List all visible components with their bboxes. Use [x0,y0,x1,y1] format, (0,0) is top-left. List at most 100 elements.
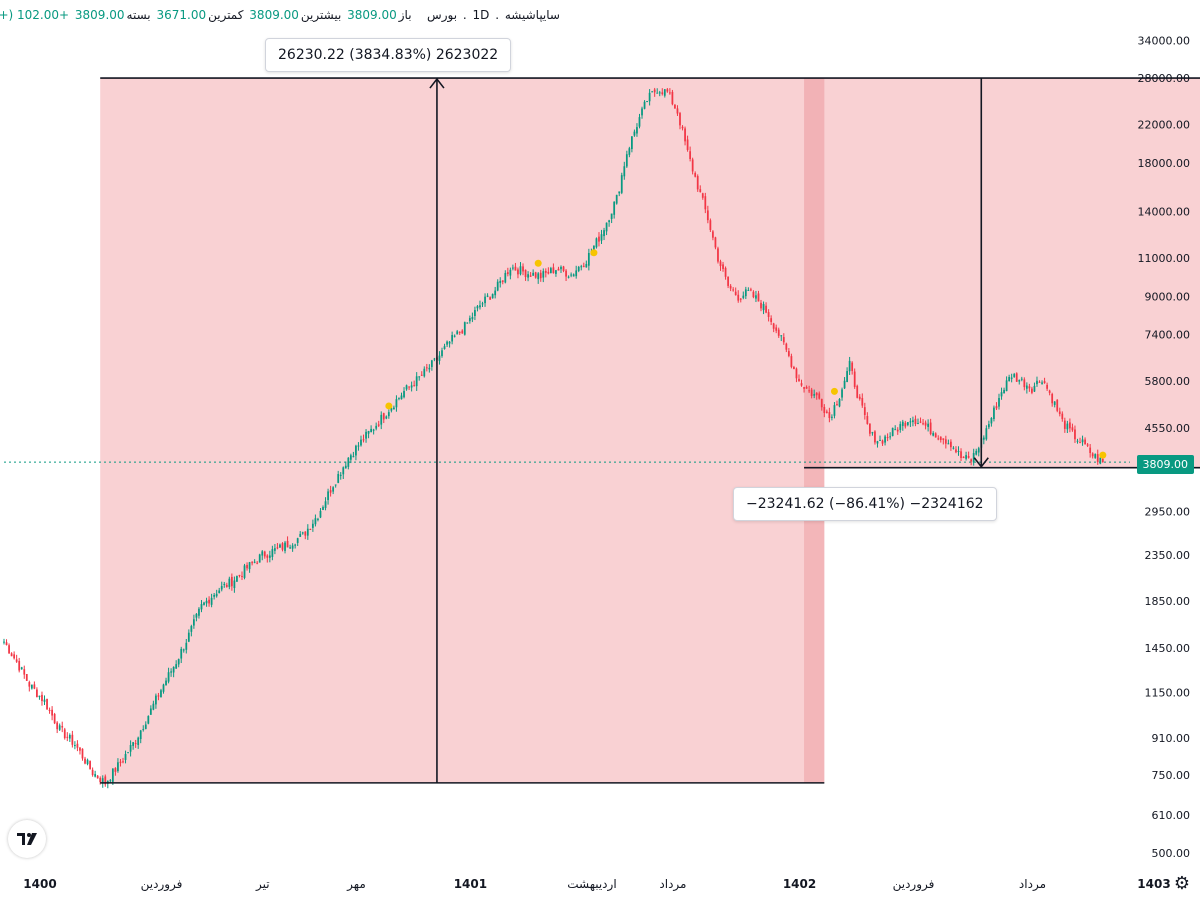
candle [580,264,583,271]
candle [615,194,618,205]
candle-body [41,694,43,702]
candle-body [190,626,193,632]
candle-body [279,544,281,548]
candle [491,293,494,299]
candle-body [198,608,200,616]
candle [430,359,433,371]
candle [676,105,679,116]
event-marker [385,402,393,410]
candle-body [322,507,324,510]
candle [215,589,218,598]
candle [861,393,864,408]
candle-body [762,304,765,311]
x-tick-label: 1400 [23,877,56,891]
candle-body [390,407,393,411]
candle-body [380,414,383,425]
candle [408,386,410,390]
candle [709,218,712,232]
y-tick-label: 2950.00 [1145,505,1191,518]
candle-body [790,356,793,367]
candle-body [256,562,259,564]
candle [372,428,375,435]
candle [757,290,760,302]
candle [942,438,945,445]
candle-body [709,220,712,230]
candle [524,269,527,281]
gear-icon[interactable]: ⚙ [1173,873,1190,894]
candle [271,545,274,561]
candle-body [479,305,481,308]
candle-body [795,368,798,379]
candle-body [582,265,585,267]
tradingview-logo-icon[interactable] [8,820,46,858]
candle-body [663,89,666,96]
candle-body [853,371,856,387]
candle-body [803,387,805,389]
candle-body [623,166,626,177]
candle [552,263,555,274]
x-tick-label: مهر [346,877,366,892]
measure-down-label: −23241.62 (−86.41%) −2324162 [733,487,997,521]
candle [86,758,89,766]
candle [542,268,545,283]
candle [509,267,512,280]
candle-body [965,455,967,459]
candle-body [337,474,340,483]
candle-body [385,416,388,419]
y-tick-label: 22000.00 [1138,118,1191,131]
candle [413,380,416,387]
x-tick-label: اردیبهشت [567,877,616,892]
candle-body [213,594,216,597]
candle-body [1076,440,1079,442]
y-tick-label: 4550.00 [1145,422,1191,435]
candle-body [405,385,408,390]
candle [957,446,960,456]
y-tick-label: 5800.00 [1145,375,1191,388]
candle [357,442,360,451]
candle-body [615,194,618,204]
symbol-name[interactable]: سایپاشیشه [504,8,560,22]
candle [53,712,56,725]
candle [261,550,264,561]
interval-label[interactable]: 1D [472,8,490,22]
candle [195,613,198,622]
candle-body [793,366,795,370]
candle [906,421,909,427]
candle [922,419,924,426]
candle-body [1020,378,1023,380]
candle [663,88,666,98]
candle-body [575,270,578,277]
candle [706,205,709,224]
current-price-value: 3809.00 [1142,458,1189,471]
candle-body [200,604,203,610]
candle-body [94,774,97,777]
candle-body [33,684,36,689]
candle-body [706,210,709,221]
candle [147,715,150,725]
candle [952,446,955,450]
candle [843,377,846,389]
candle [182,648,185,653]
candle [365,429,367,443]
candle-body [205,600,208,604]
candle [238,574,241,578]
candle [770,315,773,326]
candle-body [160,690,162,698]
candle-body [798,378,800,382]
candle [1046,382,1048,391]
candle [56,721,59,734]
candle-body [684,128,686,142]
candle-body [1038,381,1041,383]
candle [633,129,636,137]
candle [1013,372,1016,378]
candle [886,433,889,442]
candle-body [111,768,114,782]
candle [846,367,848,383]
candle [68,733,71,742]
candle [276,543,279,550]
candle-body [919,421,922,423]
candle [623,161,626,180]
candle-body [760,302,762,309]
candle-body [74,745,76,747]
